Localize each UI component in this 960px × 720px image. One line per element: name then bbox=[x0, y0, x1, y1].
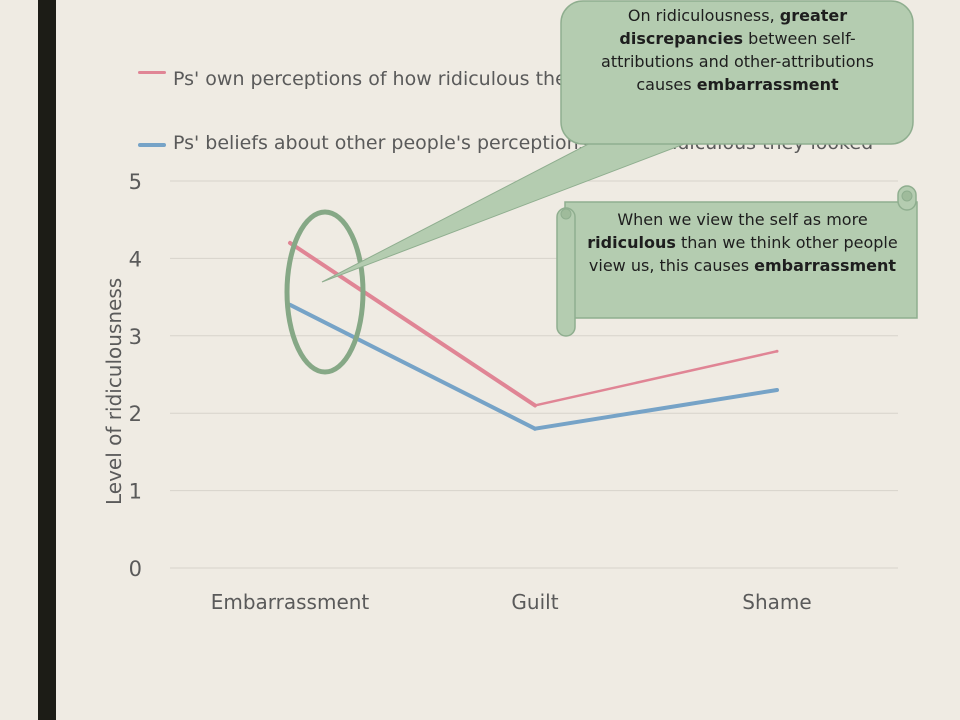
legend-swatch-self bbox=[138, 71, 166, 74]
slide-left-bar bbox=[38, 0, 56, 720]
y-tick-label: 2 bbox=[129, 402, 142, 426]
highlight-ellipse bbox=[284, 209, 366, 375]
legend-swatch-others bbox=[138, 143, 166, 147]
y-tick-label: 0 bbox=[129, 557, 142, 581]
x-tick-label: Shame bbox=[742, 590, 811, 614]
series-2-segment bbox=[288, 302, 537, 431]
callout-scroll-shape bbox=[556, 185, 918, 337]
y-tick-label: 1 bbox=[129, 480, 142, 504]
callout-top-text: On ridiculousness, greater discrepancies… bbox=[601, 6, 874, 94]
callout-top-box bbox=[560, 0, 914, 145]
legend-label-self: Ps' own perceptions of how ridiculous th… bbox=[173, 68, 647, 90]
series-1-point bbox=[533, 403, 537, 407]
series-1-point bbox=[288, 241, 292, 245]
y-tick-label: 4 bbox=[129, 247, 142, 271]
y-axis-label: Level of ridiculousness bbox=[102, 277, 126, 505]
series-1-point bbox=[775, 349, 779, 353]
x-tick-label: Guilt bbox=[511, 590, 558, 614]
x-tick-label: Embarrassment bbox=[211, 590, 370, 614]
series-2-segment bbox=[533, 387, 779, 431]
series-2-point bbox=[533, 427, 537, 431]
series-2-point bbox=[775, 388, 779, 392]
callout-scroll-text: When we view the self as more ridiculous… bbox=[587, 210, 898, 275]
y-tick-label: 3 bbox=[129, 325, 142, 349]
series-1-segment bbox=[288, 240, 537, 408]
series-1-segment bbox=[533, 350, 779, 407]
y-tick-label: 5 bbox=[129, 170, 142, 194]
